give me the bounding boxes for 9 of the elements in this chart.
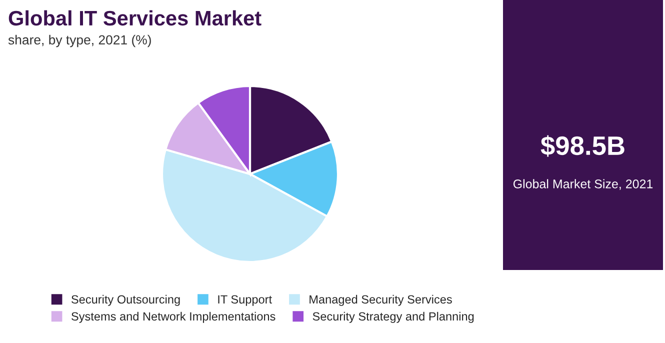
legend-label: Managed Security Services (310, 294, 452, 306)
chart-title: Global IT Services Market (8, 10, 262, 26)
legend-label: Security Strategy and Planning (312, 312, 474, 323)
text: Global Market Size, 2021 (513, 179, 653, 190)
legend-label: IT Support (218, 295, 272, 306)
chart-subtitle: share, by type, 2021 (%) (8, 34, 151, 48)
legend-label: Systems and Network Implementations (72, 312, 276, 323)
legend-label: Security Outsourcing (72, 294, 180, 306)
text: $98.5B (540, 135, 624, 157)
